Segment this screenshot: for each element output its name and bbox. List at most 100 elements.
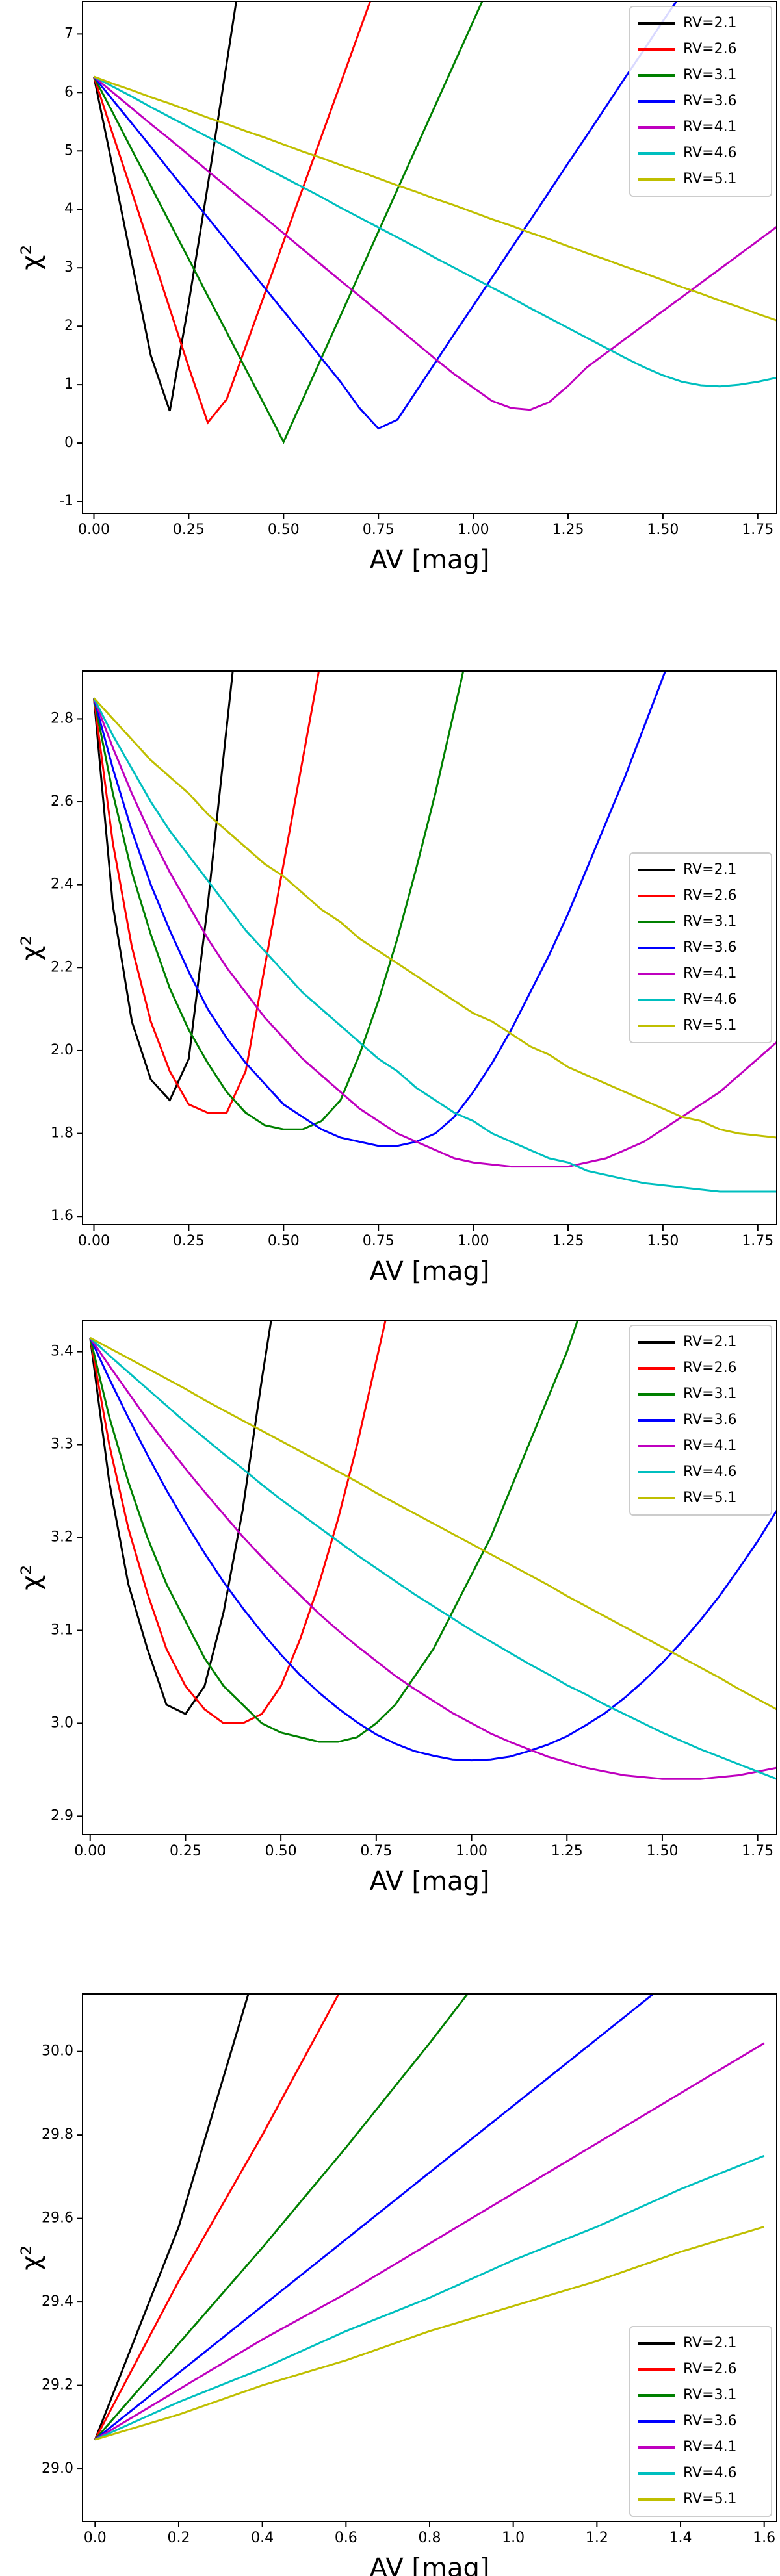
x-tick-label: 0.25 <box>170 1843 202 1859</box>
legend-label: RV=3.1 <box>683 2387 737 2403</box>
legend-box <box>629 1325 772 1516</box>
y-tick-label: 0 <box>64 435 73 451</box>
series-line <box>94 1994 340 2440</box>
series-line <box>89 1337 777 1780</box>
y-tick-label: 2.9 <box>51 1807 73 1824</box>
y-tick-label: 3.1 <box>51 1622 73 1638</box>
x-tick-label: 1.00 <box>456 1843 488 1859</box>
legend-label: RV=4.6 <box>683 145 737 161</box>
legend-label: RV=3.6 <box>683 2413 737 2429</box>
y-tick-label: 3.2 <box>51 1529 73 1546</box>
y-tick-label: 3.3 <box>51 1436 73 1453</box>
legend-label: RV=2.6 <box>683 41 737 57</box>
x-tick-label: 1.75 <box>742 1233 774 1249</box>
x-tick-label: 1.50 <box>647 1233 679 1249</box>
y-tick-label: 6 <box>64 84 73 100</box>
y-axis-label: χ² <box>16 1564 46 1590</box>
series-line <box>93 1 678 430</box>
x-tick-label: 0.75 <box>363 522 395 538</box>
legend-label: RV=4.6 <box>683 2465 737 2481</box>
x-tick-label: 1.25 <box>551 1843 583 1859</box>
x-tick-label: 0.25 <box>173 1233 205 1249</box>
x-tick-label: 1.25 <box>552 522 584 538</box>
series-line <box>94 2154 765 2441</box>
x-tick-label: 0.25 <box>173 522 205 538</box>
axes-frame <box>82 670 777 1225</box>
x-tick-label: 0.0 <box>84 2530 107 2546</box>
y-tick-label: 30.0 <box>42 2043 73 2060</box>
panel: 0.00 0.25 0.50 0.75 1.00 1.25 1.50 1.75 2.9 3.0 3.… <box>16 1320 777 1896</box>
x-tick-label: 1.2 <box>586 2530 608 2546</box>
y-tick-label: 29.8 <box>42 2126 73 2143</box>
x-tick-label: 0.50 <box>265 1843 297 1859</box>
y-tick-label: 3.0 <box>51 1715 73 1731</box>
series-line <box>93 671 465 1130</box>
legend: RV=2.1 RV=2.6 RV=3.1 RV=3.6 RV=4.1 RV=4.6 RV=5… <box>629 852 772 1043</box>
x-tick-label: 1.6 <box>753 2530 775 2546</box>
series-line <box>89 1337 777 1780</box>
x-tick-label: 0.50 <box>268 522 300 538</box>
x-tick-label: 0.75 <box>360 1843 392 1859</box>
series-line <box>94 1994 655 2441</box>
legend-label: RV=2.6 <box>683 1360 737 1376</box>
legend-label: RV=5.1 <box>683 1017 737 1034</box>
legend-label: RV=3.1 <box>683 913 737 930</box>
series-line <box>94 1994 250 2440</box>
series-line <box>94 2042 765 2441</box>
x-axis-label: AV [mag] <box>370 1867 490 1896</box>
panel: 0.0 0.2 0.4 0.6 0.8 1.0 1.2 1.4 1.6 29.0 29.2 29.4 2… <box>16 1993 777 2576</box>
y-tick-label: 2.6 <box>51 793 73 810</box>
x-tick-label: 1.75 <box>742 1843 774 1859</box>
y-tick-label: 5 <box>64 142 73 159</box>
y-axis-label: χ² <box>16 2245 46 2270</box>
x-tick-label: 1.75 <box>742 522 774 538</box>
x-axis-label: AV [mag] <box>370 545 490 575</box>
series-line <box>93 1 238 412</box>
y-tick-label: -1 <box>59 493 73 509</box>
series-line <box>89 1320 387 1724</box>
x-tick-label: 0.00 <box>74 1843 106 1859</box>
y-axis-label: χ² <box>16 935 46 960</box>
x-tick-label: 1.00 <box>458 1233 489 1249</box>
series-line <box>89 1320 579 1743</box>
y-tick-label: 29.0 <box>42 2460 73 2477</box>
series-line <box>93 671 667 1147</box>
y-tick-label: 3 <box>64 259 73 275</box>
legend-box <box>629 6 772 197</box>
x-axis-label: AV [mag] <box>370 1256 490 1286</box>
legend: RV=2.1 RV=2.6 RV=3.1 RV=3.6 RV=4.1 RV=4.6 RV=5… <box>629 6 772 197</box>
legend-label: RV=4.1 <box>683 1438 737 1454</box>
legend-label: RV=3.1 <box>683 67 737 83</box>
x-tick-label: 1.00 <box>458 522 489 538</box>
legend-label: RV=4.6 <box>683 991 737 1008</box>
series-line <box>93 75 777 322</box>
legend-label: RV=5.1 <box>683 171 737 187</box>
series-line <box>94 2226 765 2441</box>
x-tick-label: 0.50 <box>268 1233 300 1249</box>
x-tick-label: 1.0 <box>502 2530 525 2546</box>
series-line <box>93 697 777 1168</box>
legend-label: RV=3.1 <box>683 1386 737 1402</box>
panel: 0.00 0.25 0.50 0.75 1.00 1.25 1.50 1.75 1.6 1.8 2.… <box>16 670 777 1286</box>
series-line <box>93 697 777 1139</box>
y-tick-label: 7 <box>64 25 73 42</box>
series-line <box>90 1336 777 1711</box>
y-tick-label: 29.6 <box>42 2210 73 2226</box>
y-tick-label: 1.8 <box>51 1125 73 1141</box>
x-tick-label: 0.4 <box>251 2530 274 2546</box>
legend-label: RV=4.6 <box>683 1464 737 1480</box>
y-tick-label: 2.4 <box>51 876 73 893</box>
y-tick-label: 29.2 <box>42 2377 73 2393</box>
x-tick-label: 0.6 <box>335 2530 358 2546</box>
panel: 0.00 0.25 0.50 0.75 1.00 1.25 1.50 1.75 -1 0 1 2 3 4 5… <box>16 1 777 575</box>
series-line <box>89 1337 777 1762</box>
series-line <box>93 1 372 425</box>
legend-label: RV=3.6 <box>683 939 737 956</box>
legend-label: RV=2.1 <box>683 15 737 31</box>
series-line <box>94 1994 469 2441</box>
series-line <box>93 75 777 411</box>
x-tick-label: 0.00 <box>78 1233 110 1249</box>
legend-box <box>629 2326 772 2517</box>
y-tick-label: 1 <box>64 376 73 392</box>
y-axis-label: χ² <box>16 244 46 270</box>
